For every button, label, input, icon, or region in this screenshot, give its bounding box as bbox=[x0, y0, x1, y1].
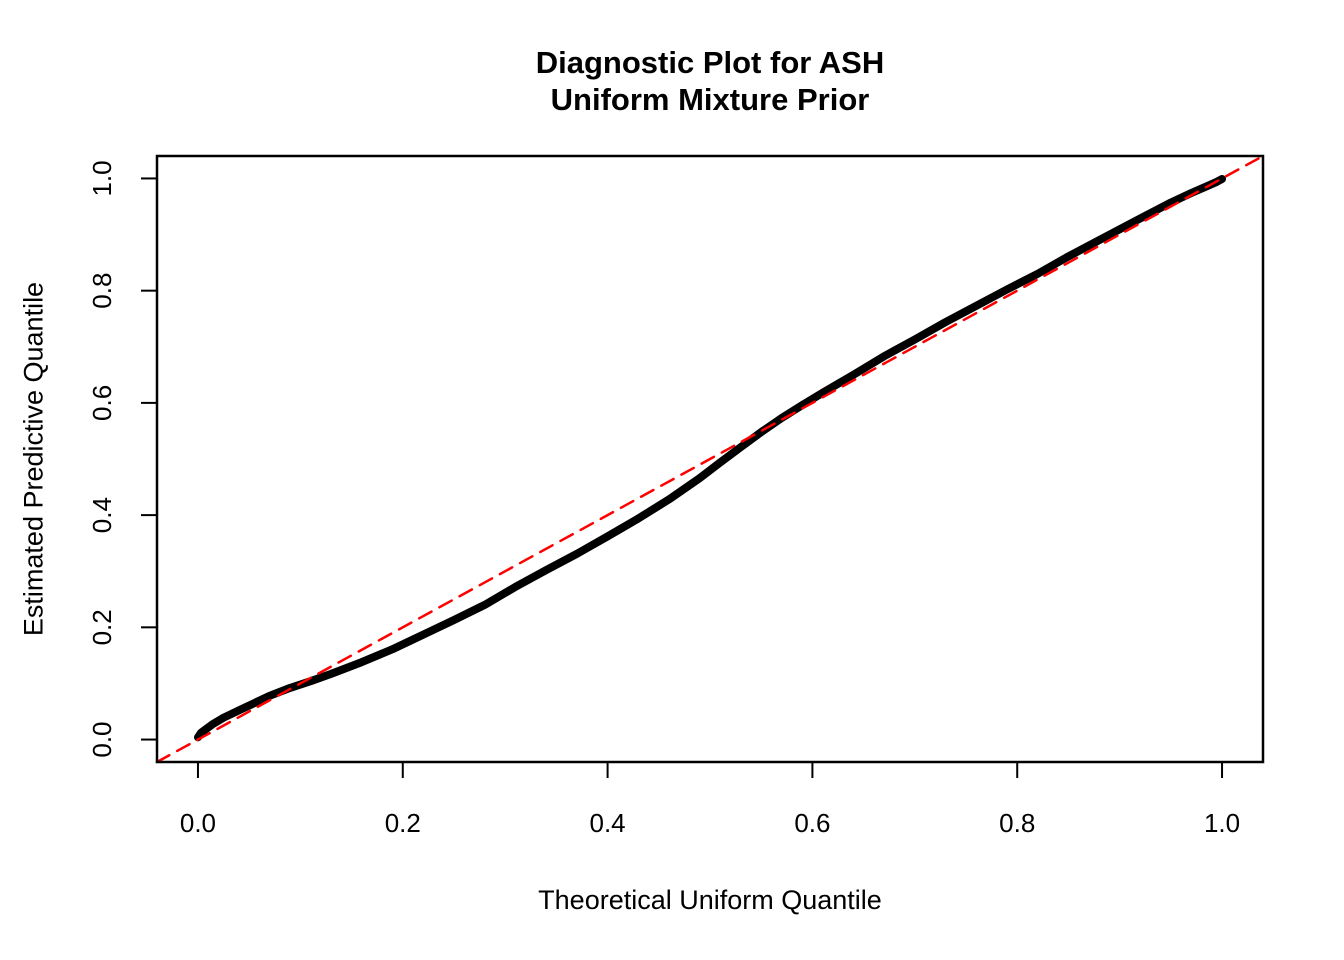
y-tick-label: 0.2 bbox=[87, 609, 117, 645]
identity-reference-line-line bbox=[155, 154, 1265, 764]
plot-box bbox=[155, 154, 1265, 764]
x-tick-label: 0.2 bbox=[385, 808, 421, 838]
chart-title: Diagnostic Plot for ASH Uniform Mixture … bbox=[157, 44, 1263, 118]
x-tick-label: 0.0 bbox=[180, 808, 216, 838]
x-axis-title: Theoretical Uniform Quantile bbox=[538, 885, 882, 915]
x-tick-label: 1.0 bbox=[1204, 808, 1240, 838]
y-tick-label: 0.6 bbox=[87, 385, 117, 421]
y-axis-title: Estimated Predictive Quantile bbox=[18, 281, 49, 637]
chart-title-line1: Diagnostic Plot for ASH bbox=[535, 45, 885, 80]
y-tick-label: 0.0 bbox=[87, 721, 117, 757]
x-tick-label: 0.6 bbox=[794, 808, 830, 838]
y-tick-label: 0.4 bbox=[87, 497, 117, 533]
x-tick-label: 0.4 bbox=[590, 808, 626, 838]
x-tick-label: 0.8 bbox=[999, 808, 1035, 838]
y-tick-label: 0.8 bbox=[87, 273, 117, 309]
estimated-predictive-quantiles-line bbox=[194, 175, 1226, 742]
chart-title-line2: Uniform Mixture Prior bbox=[550, 82, 870, 117]
y-tick-label: 1.0 bbox=[87, 160, 117, 196]
